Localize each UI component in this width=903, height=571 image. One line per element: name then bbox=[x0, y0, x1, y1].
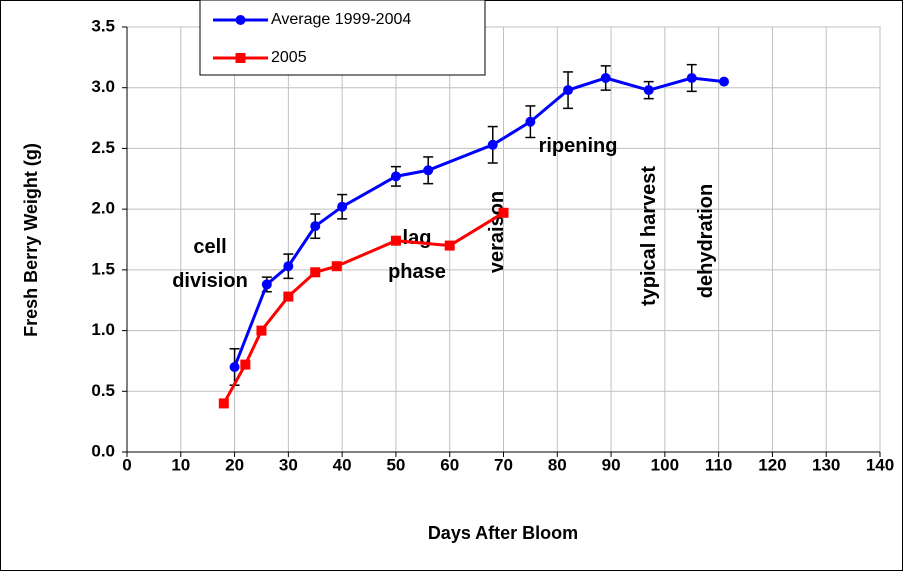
marker bbox=[563, 85, 574, 96]
x-tick-label: 140 bbox=[866, 455, 894, 474]
marker bbox=[310, 221, 321, 232]
marker bbox=[600, 73, 611, 83]
x-tick-label: 80 bbox=[548, 455, 567, 474]
marker bbox=[218, 398, 229, 409]
annotation: ripening bbox=[539, 135, 618, 157]
annotation-line: veraison bbox=[486, 191, 508, 273]
y-tick-label: 2.5 bbox=[91, 138, 115, 157]
marker bbox=[390, 171, 401, 182]
annotation-line: ripening bbox=[539, 135, 618, 157]
marker bbox=[525, 116, 536, 127]
x-tick-label: 10 bbox=[171, 455, 190, 474]
marker bbox=[390, 235, 401, 246]
y-tick-label: 3.0 bbox=[91, 77, 115, 96]
x-tick-label: 100 bbox=[651, 455, 679, 474]
annotation: typical harvest bbox=[638, 166, 660, 306]
marker bbox=[686, 73, 697, 83]
x-tick-label: 120 bbox=[758, 455, 786, 474]
annotation-line: dehydration bbox=[695, 184, 717, 298]
marker bbox=[487, 139, 498, 150]
marker bbox=[240, 359, 251, 370]
x-tick-label: 90 bbox=[602, 455, 621, 474]
y-tick-label: 0.0 bbox=[91, 441, 115, 460]
marker bbox=[310, 267, 321, 278]
annotation: lag phase bbox=[388, 227, 446, 283]
x-tick-label: 30 bbox=[279, 455, 298, 474]
marker bbox=[643, 85, 654, 96]
legend-marker bbox=[235, 53, 246, 63]
marker bbox=[337, 201, 348, 212]
annotation-line: typical harvest bbox=[638, 166, 660, 306]
marker bbox=[229, 362, 240, 372]
x-tick-label: 70 bbox=[494, 455, 513, 474]
y-tick-label: 1.0 bbox=[91, 320, 115, 339]
x-axis-label: Days After Bloom bbox=[428, 523, 578, 543]
marker bbox=[261, 279, 272, 290]
marker bbox=[498, 207, 509, 218]
marker bbox=[331, 261, 342, 272]
annotation-line: lag bbox=[403, 227, 432, 249]
marker bbox=[283, 291, 294, 302]
x-tick-label: 130 bbox=[812, 455, 840, 474]
x-tick-label: 50 bbox=[386, 455, 405, 474]
legend-marker bbox=[235, 15, 246, 25]
y-axis-label: Fresh Berry Weight (g) bbox=[21, 143, 41, 337]
legend-box bbox=[199, 0, 486, 76]
annotation-line: division bbox=[172, 270, 248, 292]
marker bbox=[423, 165, 434, 176]
annotation-line: phase bbox=[388, 261, 446, 283]
annotation: veraison bbox=[486, 191, 508, 273]
legend-label: Average 1999-2004 bbox=[271, 11, 411, 28]
annotation: dehydration bbox=[695, 184, 717, 298]
x-tick-label: 0 bbox=[122, 455, 131, 474]
x-tick-label: 110 bbox=[705, 455, 732, 474]
x-tick-label: 60 bbox=[440, 455, 459, 474]
annotation: cell division bbox=[172, 236, 248, 292]
legend-label: 2005 bbox=[271, 49, 307, 66]
y-tick-label: 0.5 bbox=[91, 381, 115, 400]
y-tick-label: 3.5 bbox=[91, 16, 115, 35]
series-line bbox=[233, 76, 725, 368]
y-tick-label: 2.0 bbox=[91, 199, 115, 218]
marker bbox=[283, 261, 294, 272]
x-tick-label: 40 bbox=[333, 455, 352, 474]
marker bbox=[256, 325, 267, 336]
y-tick-label: 1.5 bbox=[91, 259, 115, 278]
marker bbox=[719, 76, 730, 87]
marker bbox=[444, 240, 455, 251]
annotation-line: cell bbox=[193, 236, 226, 258]
x-tick-label: 20 bbox=[225, 455, 244, 474]
